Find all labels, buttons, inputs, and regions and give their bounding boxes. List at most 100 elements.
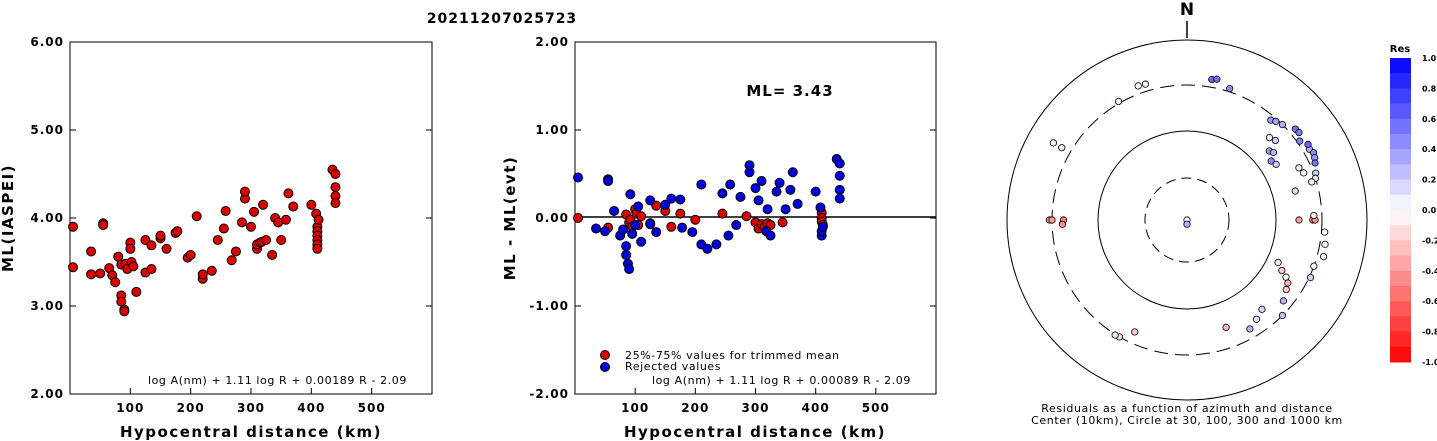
data-point bbox=[191, 211, 202, 222]
colorbar-cell bbox=[1390, 210, 1411, 226]
station-point bbox=[1278, 311, 1287, 320]
x-tick-label: 100 bbox=[116, 401, 144, 415]
y-tick-label: 0.00 bbox=[535, 211, 569, 225]
station-point bbox=[1058, 144, 1066, 152]
station-point bbox=[1310, 262, 1318, 270]
station-point bbox=[1213, 75, 1221, 83]
station-point bbox=[1282, 285, 1290, 294]
colorbar-cell bbox=[1390, 179, 1411, 196]
data-point bbox=[283, 188, 294, 199]
colorbar-cell bbox=[1390, 346, 1411, 363]
station-point bbox=[1278, 266, 1286, 275]
data-point bbox=[725, 179, 736, 190]
data-point bbox=[765, 230, 776, 241]
data-point bbox=[197, 269, 208, 280]
colorbar-cell bbox=[1390, 88, 1411, 105]
colorbar-cell bbox=[1390, 331, 1411, 348]
y-axis-label-1: ML(IASPEI) bbox=[0, 164, 17, 272]
station-point bbox=[1267, 157, 1275, 165]
station-point bbox=[1291, 187, 1299, 195]
data-point bbox=[717, 188, 728, 199]
north-label: N bbox=[1180, 0, 1194, 20]
data-point bbox=[621, 249, 632, 260]
ring-100km bbox=[1097, 130, 1277, 310]
data-point bbox=[68, 221, 79, 232]
x-tick-label: 400 bbox=[802, 401, 830, 415]
data-point bbox=[792, 198, 803, 209]
x-tick-label: 400 bbox=[297, 401, 325, 415]
station-point bbox=[1272, 160, 1280, 168]
data-point bbox=[756, 176, 767, 187]
data-point bbox=[618, 224, 629, 235]
data-point bbox=[627, 228, 638, 239]
station-point bbox=[1114, 97, 1123, 106]
data-point bbox=[125, 243, 136, 254]
data-point bbox=[609, 205, 620, 216]
data-point bbox=[711, 239, 722, 250]
data-point bbox=[573, 213, 584, 223]
data-point bbox=[717, 208, 728, 219]
panel-azimuth-residuals: N Residuals as a function of azimuth and… bbox=[1006, 0, 1368, 427]
data-point bbox=[119, 306, 130, 317]
colorbar-tick-label: 0.0 bbox=[1422, 206, 1437, 215]
data-point bbox=[330, 182, 341, 193]
station-point bbox=[1274, 258, 1282, 267]
data-point bbox=[246, 221, 256, 232]
station-point bbox=[1284, 279, 1292, 287]
data-point bbox=[146, 240, 157, 251]
colorbar-cell bbox=[1390, 134, 1411, 150]
panel-residual-vs-distance: 100 200 300 400 500 -2.00 -1.00 0.00 1.00 2.00 ML… bbox=[501, 35, 937, 441]
figure-title: 20211207025723 bbox=[427, 11, 577, 27]
data-point bbox=[834, 170, 845, 181]
y-tick-label: 5.00 bbox=[30, 123, 64, 137]
legend-marker-rejected bbox=[600, 362, 610, 372]
station-point bbox=[1058, 220, 1067, 228]
data-point bbox=[146, 264, 157, 275]
station-point bbox=[1311, 159, 1319, 167]
y-tick-label: 2.00 bbox=[30, 387, 64, 401]
colorbar-cell bbox=[1390, 58, 1411, 74]
station-point bbox=[1049, 139, 1057, 147]
colorbar-title: Res bbox=[1390, 44, 1410, 55]
data-point bbox=[258, 199, 269, 210]
polar-caption-2: Center (10km), Circle at 30, 100, 300 an… bbox=[1031, 414, 1343, 427]
data-point bbox=[95, 268, 106, 279]
legend-marker-trimmed bbox=[600, 350, 610, 360]
data-point bbox=[771, 186, 782, 197]
colorbar-cell bbox=[1390, 316, 1411, 333]
legend-label-rejected: Rejected values bbox=[625, 360, 721, 373]
station-point bbox=[1265, 133, 1274, 142]
panel-ml-vs-distance: 100 200 300 400 500 2.00 3.00 4.00 5.00 6.00 log … bbox=[0, 35, 433, 441]
colorbar-cell bbox=[1390, 118, 1411, 135]
data-point bbox=[249, 206, 260, 217]
data-point bbox=[172, 226, 183, 237]
colorbar-cell bbox=[1390, 225, 1411, 241]
data-point bbox=[212, 235, 223, 245]
data-point bbox=[621, 241, 632, 252]
plot-frame-1 bbox=[69, 41, 433, 395]
ring-30km bbox=[1144, 177, 1230, 263]
data-point bbox=[675, 208, 686, 219]
colorbar-tick-label: -0.6 bbox=[1422, 297, 1437, 306]
y-tick-label: 4.00 bbox=[30, 211, 64, 225]
x-tick-label: 500 bbox=[862, 401, 890, 415]
station-point bbox=[1295, 216, 1303, 224]
station-point bbox=[1141, 80, 1150, 88]
points-group-3 bbox=[1045, 75, 1329, 341]
data-point bbox=[660, 199, 671, 210]
colorbar-tick-label: 0.6 bbox=[1422, 115, 1437, 124]
station-point bbox=[1320, 253, 1328, 261]
colorbar-tick-label: 1.0 bbox=[1422, 54, 1437, 63]
data-point bbox=[261, 235, 272, 245]
points-group-2 bbox=[573, 154, 845, 275]
data-point bbox=[220, 205, 231, 216]
station-point bbox=[1296, 137, 1304, 145]
x-tick-label: 200 bbox=[681, 401, 709, 415]
data-point bbox=[312, 243, 323, 254]
data-point bbox=[666, 221, 677, 232]
data-point bbox=[636, 236, 647, 247]
formula-label-1: log A(nm) + 1.11 log R + 0.00189 R - 2.0… bbox=[148, 374, 407, 387]
station-point bbox=[1131, 328, 1139, 336]
colorbar-cell bbox=[1390, 301, 1411, 317]
